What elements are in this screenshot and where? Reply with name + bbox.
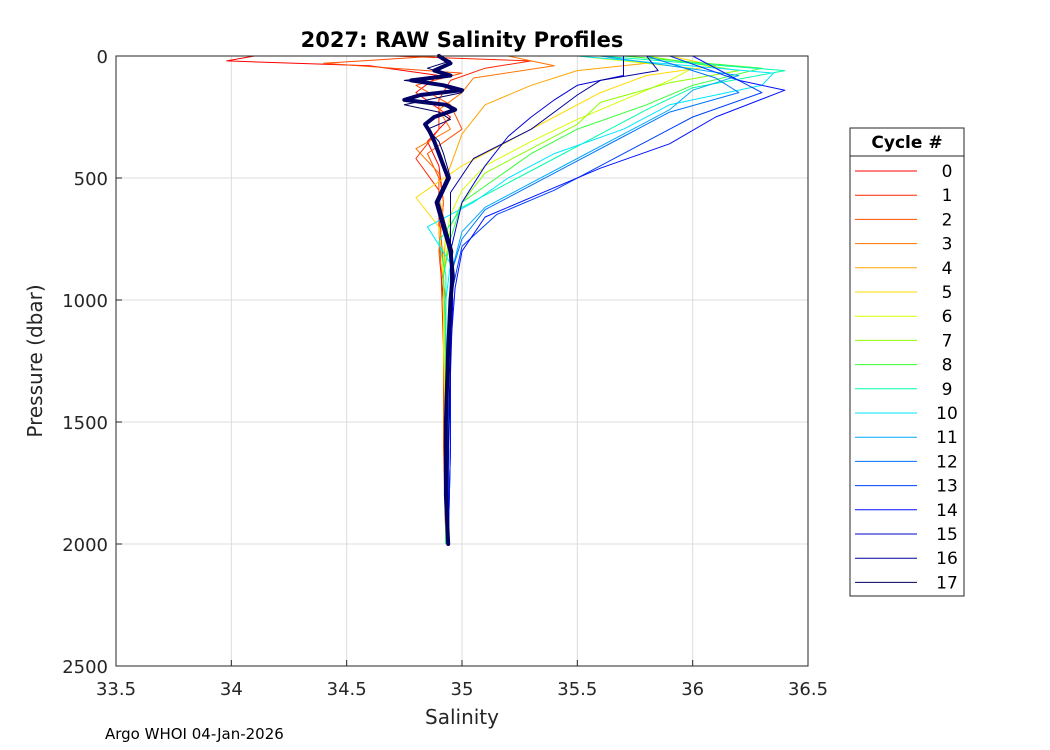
chart-title: 2027: RAW Salinity Profiles bbox=[301, 28, 624, 52]
legend-label-0: 0 bbox=[942, 162, 953, 182]
legend-label-16: 16 bbox=[936, 549, 958, 569]
y-axis-label: Pressure (dbar) bbox=[23, 284, 47, 437]
legend-label-2: 2 bbox=[942, 210, 953, 230]
x-tick-label: 34.5 bbox=[327, 679, 367, 700]
x-tick-label: 33.5 bbox=[96, 679, 136, 700]
profile-line-cycle-15 bbox=[447, 56, 624, 544]
x-axis-label: Salinity bbox=[425, 705, 499, 729]
footer-credit: Argo WHOI 04-Jan-2026 bbox=[105, 725, 284, 743]
x-ticks: 33.5 34 34.5 35 35.5 36 36.5 bbox=[96, 660, 828, 700]
legend-label-6: 6 bbox=[942, 307, 953, 327]
x-tick-label: 34 bbox=[220, 679, 243, 700]
legend-label-13: 13 bbox=[936, 477, 958, 497]
legend-label-7: 7 bbox=[942, 331, 953, 351]
legend-label-3: 3 bbox=[942, 235, 953, 255]
y-tick-label: 2000 bbox=[62, 535, 108, 556]
y-ticks: 0 500 1000 1500 2000 2500 bbox=[62, 47, 122, 678]
y-tick-label: 1000 bbox=[62, 291, 108, 312]
y-tick-label: 0 bbox=[97, 47, 108, 68]
y-tick-label: 1500 bbox=[62, 413, 108, 434]
legend-label-5: 5 bbox=[942, 283, 953, 303]
x-tick-label: 35.5 bbox=[557, 679, 597, 700]
x-tick-label: 36.5 bbox=[788, 679, 828, 700]
legend-label-17: 17 bbox=[936, 573, 958, 593]
legend-label-15: 15 bbox=[936, 525, 958, 545]
legend-label-1: 1 bbox=[942, 186, 953, 206]
mean-profile-line bbox=[402, 54, 464, 546]
legend-label-12: 12 bbox=[936, 452, 958, 472]
legend-label-11: 11 bbox=[936, 428, 958, 448]
profile-lines bbox=[226, 54, 786, 546]
legend-label-14: 14 bbox=[936, 501, 958, 521]
x-tick-label: 35 bbox=[451, 679, 474, 700]
profile-line-cycle-5 bbox=[415, 55, 717, 544]
legend-label-8: 8 bbox=[942, 356, 953, 376]
x-tick-label: 36 bbox=[681, 679, 704, 700]
grid bbox=[115, 55, 809, 667]
legend-label-9: 9 bbox=[942, 380, 953, 400]
y-tick-label: 2500 bbox=[62, 657, 108, 678]
profile-line-cycle-16 bbox=[447, 55, 659, 544]
y-tick-label: 500 bbox=[74, 169, 108, 190]
legend-label-4: 4 bbox=[942, 259, 953, 279]
legend-label-10: 10 bbox=[936, 404, 958, 424]
legend-box bbox=[849, 127, 965, 597]
legend-title: Cycle # bbox=[871, 133, 942, 153]
